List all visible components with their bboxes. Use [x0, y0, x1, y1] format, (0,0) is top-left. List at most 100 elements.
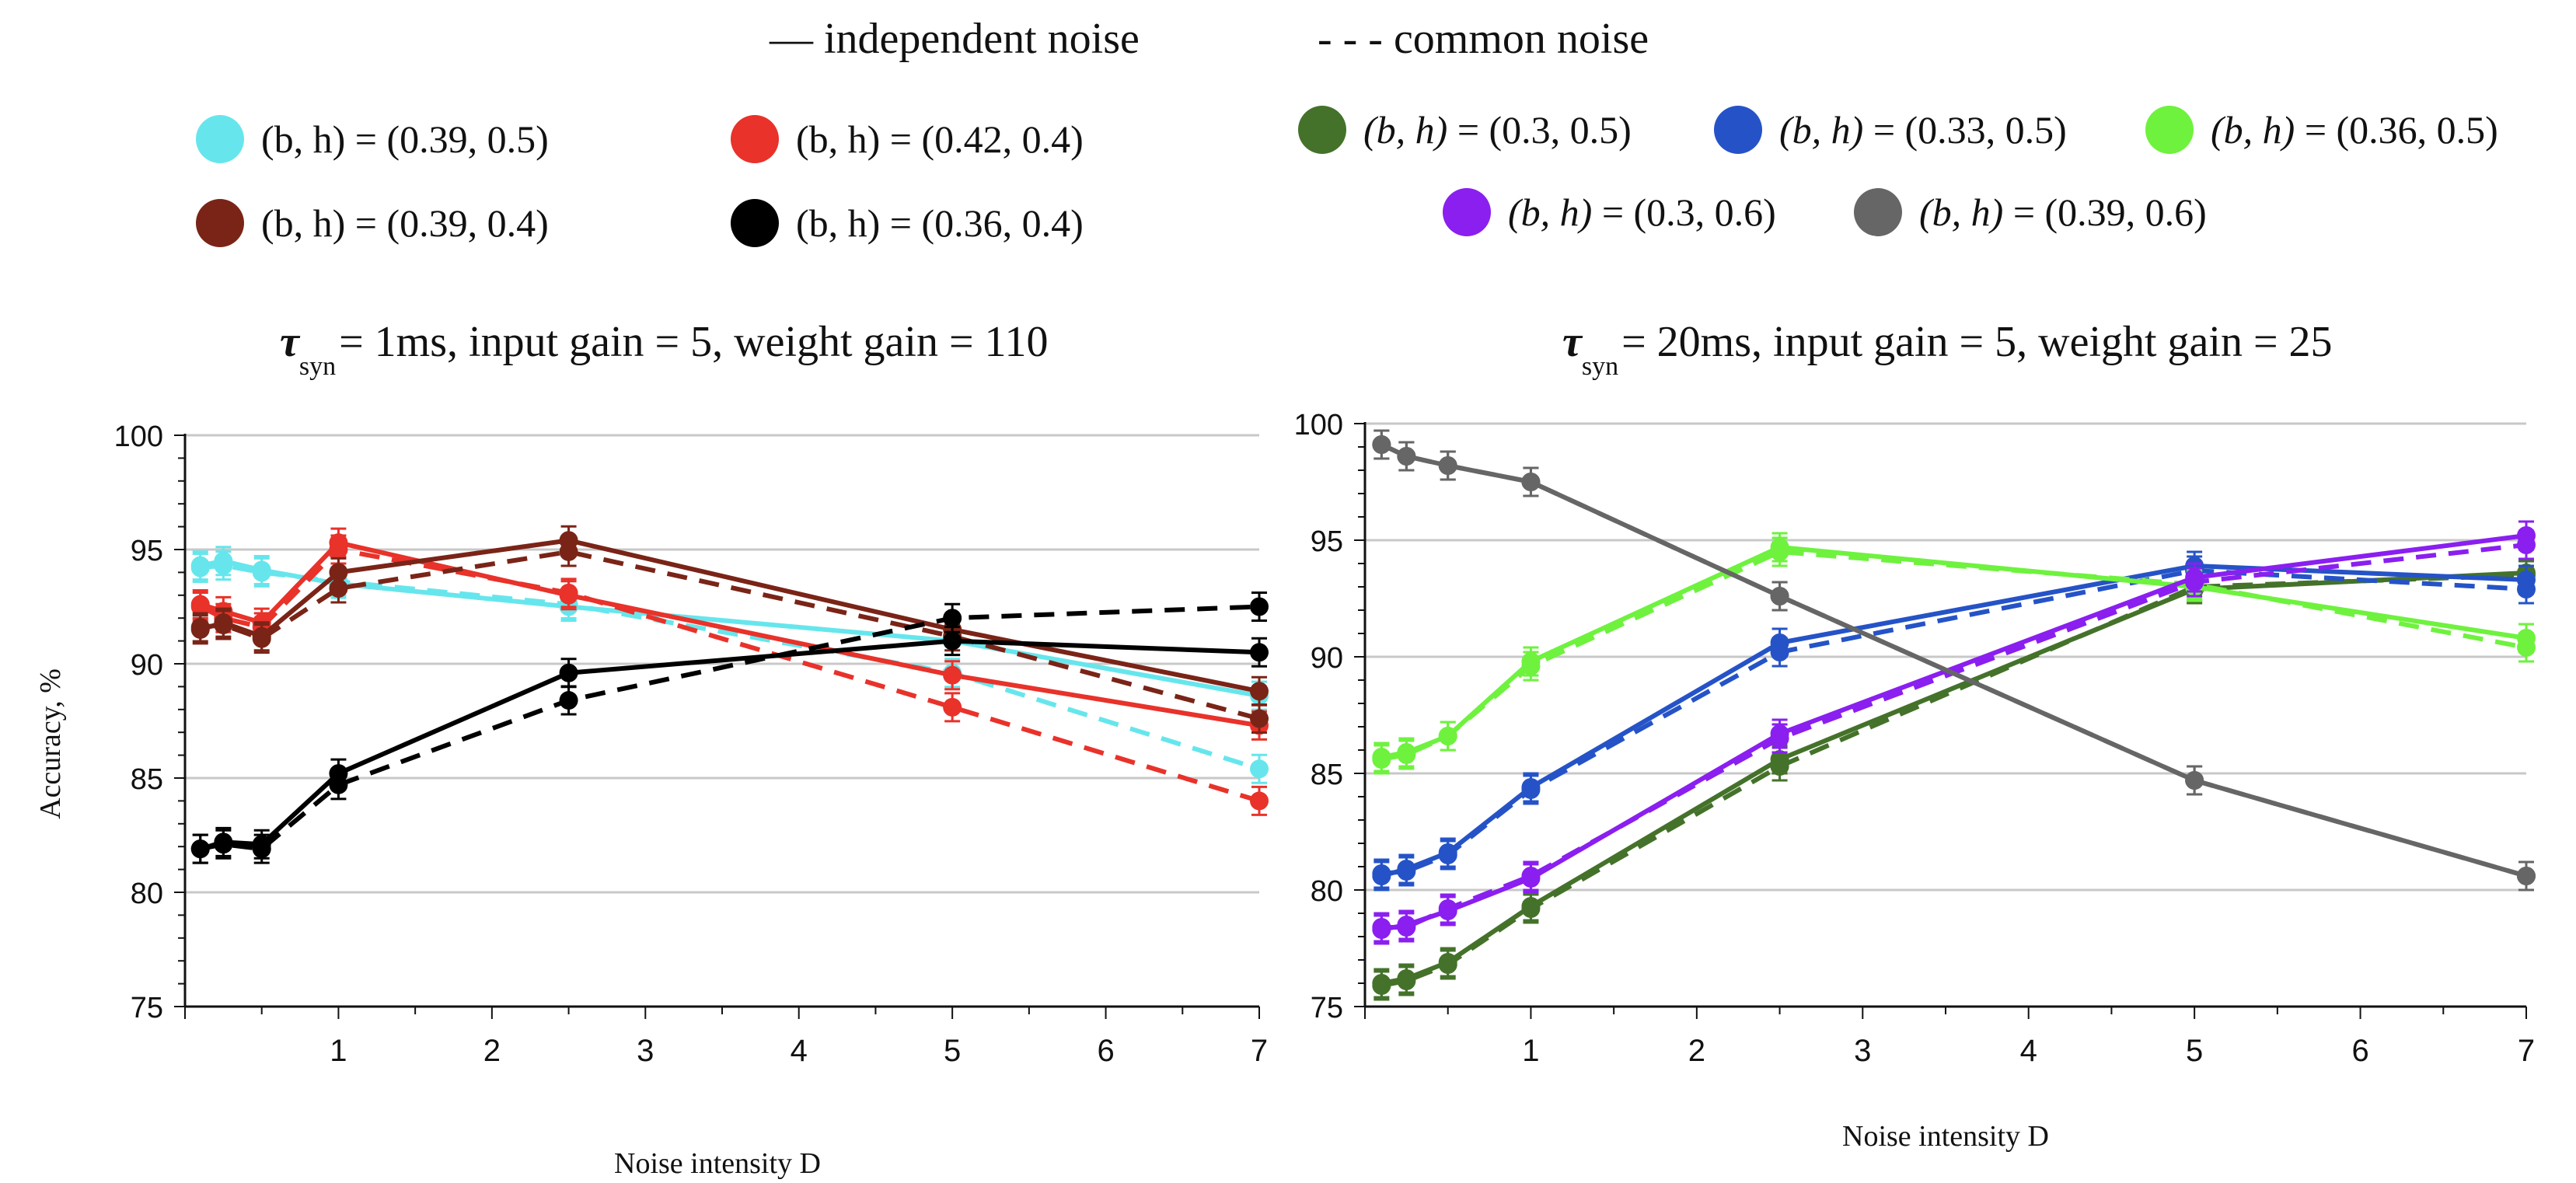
legend-label: (b, h) = (0.3, 0.5)	[1363, 108, 1632, 152]
data-point	[2517, 536, 2536, 554]
y-tick-label: 90	[131, 649, 163, 682]
data-point	[943, 631, 962, 651]
right-x-axis-title: Noise intensity D	[1842, 1120, 2049, 1153]
legend-item-right-1: (b, h) = (0.33, 0.5)	[1714, 106, 2067, 154]
data-point	[1250, 643, 1269, 662]
data-point	[1521, 867, 1541, 885]
legend-label: (b, h) = (0.36, 0.5)	[2211, 108, 2498, 152]
data-point	[1397, 918, 1416, 937]
y-tick-label: 80	[131, 878, 163, 910]
series-line-dashed	[1380, 573, 2527, 988]
legend-marker	[731, 199, 779, 247]
data-point	[1250, 709, 1269, 728]
x-tick-label: 5	[944, 1034, 961, 1068]
data-point	[1372, 864, 1391, 883]
legend-label: (b, h) = (0.39, 0.5)	[261, 117, 549, 161]
data-point	[1770, 643, 1789, 661]
legend-marker	[1443, 188, 1491, 236]
y-tick-label: 75	[1311, 992, 1343, 1024]
x-tick-label: 7	[1251, 1034, 1268, 1068]
data-point	[1521, 899, 1541, 918]
data-point	[559, 663, 578, 682]
data-point	[190, 839, 210, 859]
x-tick-label: 1	[330, 1034, 347, 1068]
data-point	[1397, 972, 1416, 990]
data-point	[1770, 729, 1789, 748]
y-tick-label: 100	[114, 421, 163, 453]
data-point	[1397, 862, 1416, 881]
data-point	[329, 578, 348, 598]
y-tick-label: 95	[131, 535, 163, 567]
data-point	[559, 583, 578, 602]
data-point	[1770, 587, 1789, 605]
series-line-solid	[1380, 545, 2527, 759]
legend-marker	[196, 199, 244, 247]
data-point	[1397, 447, 1416, 466]
common-noise-key: - - - common noise	[1318, 15, 1649, 63]
x-tick-label: 4	[791, 1034, 808, 1068]
data-point	[1250, 597, 1269, 616]
legend-item-left-2: (b, h) = (0.39, 0.4)	[196, 199, 549, 247]
data-point	[214, 616, 233, 635]
data-point	[943, 609, 962, 628]
data-point	[329, 775, 348, 794]
series-line-dashed	[1381, 543, 2527, 930]
series-line-solid	[1380, 533, 2527, 932]
data-point	[943, 697, 962, 717]
data-point	[2517, 867, 2536, 885]
x-tick-label: 6	[1097, 1034, 1114, 1068]
data-point	[1372, 750, 1391, 769]
legend-marker	[731, 115, 779, 163]
data-point	[1372, 918, 1391, 937]
x-tick-label: 4	[2020, 1034, 2037, 1068]
data-point	[1438, 456, 1457, 475]
legend-label: (b, h) = (0.36, 0.4)	[796, 201, 1084, 245]
legend-item-right-3: (b, h) = (0.3, 0.6)	[1443, 188, 1776, 236]
legend-label: (b, h) = (0.3, 0.6)	[1508, 190, 1776, 234]
independent-noise-key: — independent noise	[770, 15, 1140, 63]
y-tick-label: 85	[1311, 759, 1343, 791]
data-point	[2185, 573, 2204, 592]
x-tick-label: 7	[2518, 1034, 2535, 1068]
legend-label: (b, h) = (0.39, 0.4)	[261, 201, 549, 245]
legend-label: (b, h) = (0.33, 0.5)	[1779, 108, 2067, 152]
y-tick-label: 75	[131, 992, 163, 1024]
data-point	[1438, 899, 1457, 918]
series-line-solid	[199, 638, 1260, 852]
legend-label: (b, h) = (0.39, 0.6)	[1919, 190, 2207, 234]
data-point	[1397, 745, 1416, 764]
data-point	[214, 835, 233, 854]
data-point	[559, 691, 578, 710]
data-point	[2517, 580, 2536, 598]
data-point	[252, 629, 271, 648]
legend-item-left-1: (b, h) = (0.42, 0.4)	[731, 115, 1084, 163]
legend-item-right-2: (b, h) = (0.36, 0.5)	[2145, 106, 2498, 154]
data-point	[190, 558, 210, 578]
data-point	[1372, 976, 1391, 995]
x-tick-label: 3	[1854, 1034, 1871, 1068]
data-point	[1521, 780, 1541, 799]
data-point	[1770, 543, 1789, 561]
y-tick-label: 95	[1311, 525, 1343, 558]
data-point	[2185, 771, 2204, 790]
data-point	[1372, 435, 1391, 454]
data-point	[1438, 846, 1457, 864]
data-point	[1770, 757, 1789, 776]
legend-item-left-0: (b, h) = (0.39, 0.5)	[196, 115, 549, 163]
series-line-dashed	[200, 604, 1260, 852]
data-point	[1521, 473, 1541, 491]
legend-marker	[1854, 188, 1902, 236]
series-line-solid	[1380, 442, 2527, 878]
data-point	[190, 597, 210, 616]
y-tick-label: 100	[1294, 409, 1343, 441]
x-tick-label: 6	[2351, 1034, 2368, 1068]
left-chart-title: τsyn= 1ms, input gain = 5, weight gain =…	[280, 318, 1049, 381]
legend-item-left-3: (b, h) = (0.36, 0.4)	[731, 199, 1084, 247]
x-tick-label: 5	[2186, 1034, 2203, 1068]
data-point	[329, 540, 348, 559]
data-point	[214, 556, 233, 575]
y-tick-label: 85	[131, 763, 163, 796]
legend-label: (b, h) = (0.42, 0.4)	[796, 117, 1084, 161]
x-tick-label: 2	[483, 1034, 501, 1068]
